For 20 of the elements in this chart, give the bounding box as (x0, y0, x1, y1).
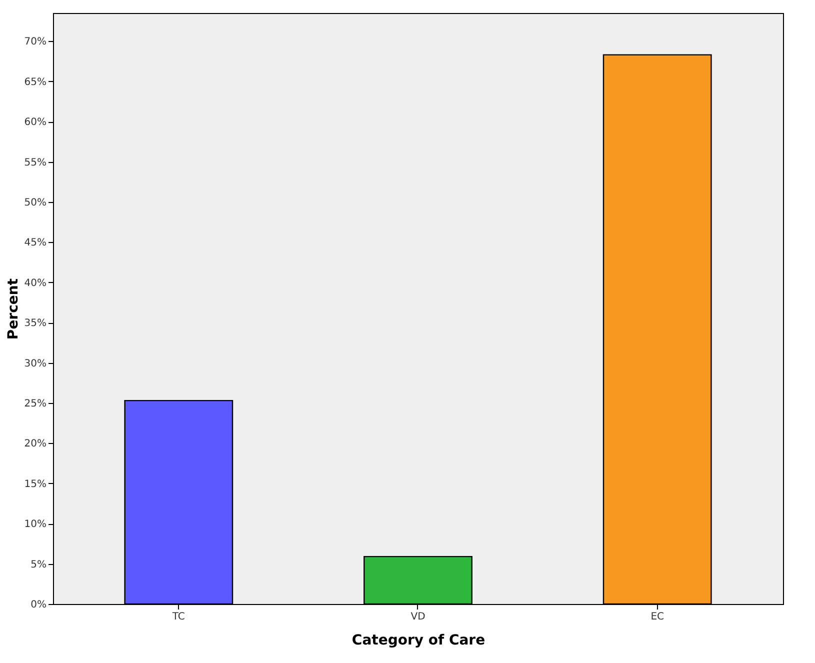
y-tick-label: 50% (24, 197, 46, 208)
x-tick-label: VD (410, 612, 426, 622)
y-tick-label: 30% (24, 358, 46, 370)
y-tick-label: 70% (24, 36, 46, 48)
x-axis-title: Category of Care (352, 632, 486, 648)
x-tick-label: TC (171, 612, 185, 622)
y-tick-label: 20% (24, 438, 46, 450)
y-tick-label: 0% (30, 600, 46, 610)
y-tick-label: 15% (24, 478, 46, 490)
y-tick-label: 40% (24, 278, 46, 289)
y-tick-label: 65% (24, 76, 46, 88)
y-tick-label: 5% (30, 559, 46, 570)
y-axis-title: Percent (5, 278, 22, 340)
x-tick-label: EC (650, 612, 664, 622)
y-tick-label: 60% (24, 117, 46, 128)
y-tick-label: 55% (24, 157, 46, 168)
y-tick-label: 45% (24, 238, 46, 249)
y-tick-label: 35% (24, 318, 46, 330)
y-tick-label: 25% (24, 398, 46, 410)
y-tick-label: 10% (24, 519, 46, 530)
